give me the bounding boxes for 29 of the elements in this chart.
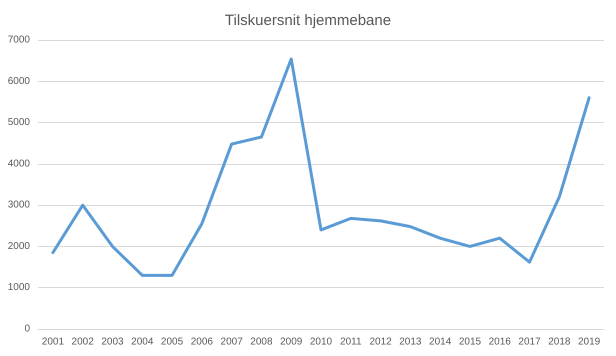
y-tick-label: 4000: [8, 158, 30, 170]
y-tick-label: 6000: [8, 76, 30, 87]
x-tick-label: 2009: [280, 336, 303, 348]
y-tick-label: 3000: [8, 200, 30, 211]
x-tick-label: 2001: [42, 336, 64, 348]
x-tick-label: 2003: [101, 336, 124, 348]
x-tick-label: 2019: [578, 336, 601, 348]
x-tick-label: 2013: [399, 336, 422, 348]
x-tick-label: 2007: [220, 336, 244, 348]
x-tick-label: 2004: [131, 336, 154, 348]
x-tick-label: 2015: [458, 336, 482, 348]
y-tick-label: 0: [24, 324, 30, 334]
x-tick-label: 2006: [190, 336, 214, 348]
y-tick-label: 5000: [8, 117, 30, 128]
x-tick-label: 2014: [429, 336, 452, 348]
y-tick-label: 1000: [8, 282, 30, 294]
x-tick-label: 2002: [72, 336, 94, 348]
x-tick-label: 2016: [488, 336, 512, 348]
x-tick-label: 2005: [160, 336, 184, 348]
x-tick-label: 2011: [340, 336, 362, 348]
x-tick-label: 2012: [369, 336, 392, 348]
x-tick-label: 2008: [250, 336, 273, 348]
y-tick-label: 7000: [8, 34, 30, 46]
x-tick-label: 2018: [548, 336, 571, 348]
y-tick-label: 2000: [8, 240, 30, 252]
x-tick-label: 2010: [310, 336, 333, 348]
line-series: [51, 57, 591, 277]
x-tick-label: 2017: [518, 336, 542, 348]
chart-title: Tilskuersnit hjemmebane: [224, 12, 392, 29]
